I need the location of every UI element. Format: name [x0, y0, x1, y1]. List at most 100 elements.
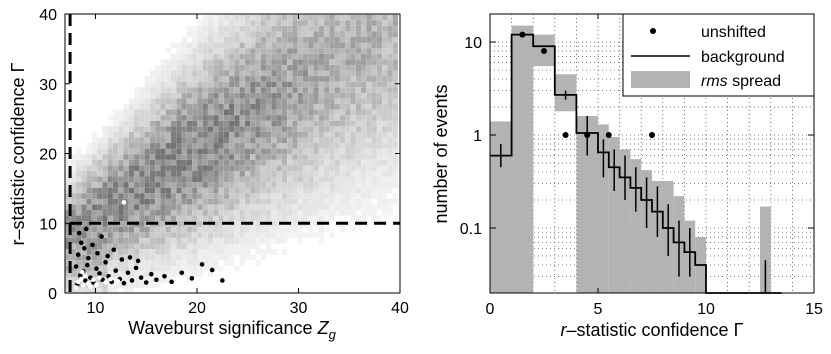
heatmap-cell — [91, 193, 98, 199]
heatmap-cell — [165, 193, 171, 199]
black-scatter-point — [81, 246, 87, 251]
heatmap-cell — [186, 154, 193, 160]
heatmap-cell — [186, 59, 193, 65]
heatmap-cell — [192, 215, 198, 222]
heatmap-cell — [97, 143, 103, 149]
heatmap-cell — [229, 193, 235, 199]
heatmap-cell — [65, 221, 71, 227]
heatmap-cell — [244, 204, 251, 211]
heatmap-cell — [366, 182, 372, 188]
heatmap-cell — [255, 109, 261, 116]
heatmap-cell — [266, 42, 272, 49]
heatmap-cell — [218, 92, 224, 99]
heatmap-cell — [202, 31, 208, 38]
heatmap-cell — [123, 243, 129, 250]
heatmap-cell — [139, 103, 145, 110]
heatmap-cell — [266, 81, 272, 88]
heatmap-cell — [128, 260, 134, 266]
heatmap-cell — [207, 25, 214, 32]
heatmap-cell — [181, 37, 187, 43]
heatmap-cell — [297, 204, 303, 211]
heatmap-cell — [366, 193, 372, 199]
heatmap-cell — [112, 260, 119, 266]
heatmap-cell — [376, 120, 383, 127]
heatmap-cell — [207, 53, 214, 60]
heatmap-cell — [91, 226, 98, 233]
heatmap-cell — [144, 176, 150, 183]
heatmap-cell — [292, 209, 298, 216]
heatmap-cell — [160, 64, 166, 71]
heatmap-cell — [213, 154, 219, 160]
heatmap-cell — [165, 103, 171, 110]
heatmap-cell — [118, 187, 124, 194]
heatmap-cell — [65, 187, 71, 194]
heatmap-cell — [234, 165, 240, 171]
heatmap-cell — [339, 48, 346, 54]
heatmap-cell — [324, 87, 330, 93]
heatmap-cell — [229, 31, 235, 38]
heatmap-cell — [376, 25, 383, 32]
heatmap-cell — [76, 165, 82, 171]
heatmap-cell — [197, 103, 203, 110]
heatmap-cell — [171, 271, 177, 277]
heatmap-cell — [281, 59, 288, 65]
heatmap-cell — [276, 31, 282, 38]
heatmap-cell — [171, 260, 177, 266]
heatmap-cell — [313, 92, 319, 99]
heatmap-cell — [144, 276, 150, 283]
heatmap-cell — [287, 64, 293, 71]
heatmap-cell — [287, 92, 293, 99]
heatmap-cell — [202, 232, 208, 238]
heatmap-cell — [223, 120, 230, 127]
heatmap-cell — [287, 143, 293, 149]
heatmap-cell — [308, 170, 314, 177]
heatmap-cell — [202, 81, 208, 88]
heatmap-cell — [313, 232, 319, 238]
heatmap-cell — [229, 143, 235, 149]
heatmap-cell — [361, 170, 367, 177]
heatmap-cell — [329, 182, 335, 188]
heatmap-cell — [223, 14, 230, 21]
heatmap-cell — [255, 187, 261, 194]
heatmap-cell — [218, 232, 224, 238]
heatmap-cell — [134, 165, 140, 171]
heatmap-cell — [392, 109, 398, 116]
heatmap-cell — [244, 37, 251, 43]
black-scatter-point — [78, 240, 84, 246]
heatmap-cell — [318, 209, 325, 216]
heatmap-cell — [213, 260, 219, 266]
heatmap-cell — [81, 260, 87, 266]
black-scatter-point — [85, 262, 90, 268]
heatmap-cell — [70, 154, 76, 160]
heatmap-cell — [86, 288, 92, 294]
heatmap-cell — [382, 154, 388, 160]
heatmap-cell — [366, 109, 372, 116]
heatmap-cell — [171, 198, 177, 205]
heatmap-cell — [329, 154, 335, 160]
heatmap-cell — [287, 70, 293, 77]
heatmap-cell — [149, 92, 156, 99]
heatmap-cell — [345, 109, 351, 116]
heatmap-cell — [318, 103, 325, 110]
y-tick-label: 1 — [473, 128, 482, 145]
heatmap-cell — [271, 81, 277, 88]
heatmap-cell — [81, 254, 87, 261]
heatmap-cell — [192, 209, 198, 216]
heatmap-cell — [176, 76, 182, 82]
left-y-axis-label: r–statistic confidence Γ — [8, 62, 28, 245]
heatmap-cell — [229, 260, 235, 266]
heatmap-cell — [308, 25, 314, 32]
heatmap-cell — [266, 215, 272, 222]
heatmap-cell — [65, 154, 71, 160]
heatmap-cell — [218, 48, 224, 54]
black-scatter-point — [209, 267, 215, 273]
heatmap-cell — [165, 81, 171, 88]
heatmap-cell — [287, 176, 293, 183]
heatmap-cell — [366, 31, 372, 38]
heatmap-cell — [229, 92, 235, 99]
heatmap-cell — [229, 42, 235, 49]
heatmap-cell — [361, 109, 367, 116]
heatmap-cell — [339, 182, 346, 188]
heatmap-cell — [276, 70, 282, 77]
heatmap-cell — [234, 143, 240, 149]
